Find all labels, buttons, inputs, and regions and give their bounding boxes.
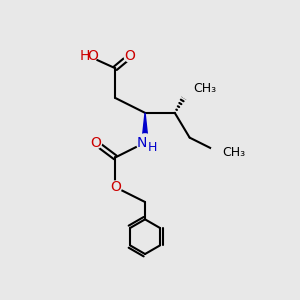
Text: H: H [147,140,157,154]
Text: O: O [110,180,121,194]
Text: N: N [137,136,147,150]
Circle shape [136,134,154,151]
Text: CH₃: CH₃ [222,146,245,159]
Text: O: O [90,136,101,150]
Polygon shape [142,113,148,142]
Text: O: O [88,49,98,63]
Circle shape [109,181,122,193]
Text: CH₃: CH₃ [193,82,217,94]
Circle shape [124,50,136,62]
Text: O: O [125,49,136,63]
Circle shape [211,144,228,161]
Circle shape [178,77,201,99]
Circle shape [80,47,97,64]
Text: H: H [79,49,90,63]
Circle shape [89,136,102,149]
